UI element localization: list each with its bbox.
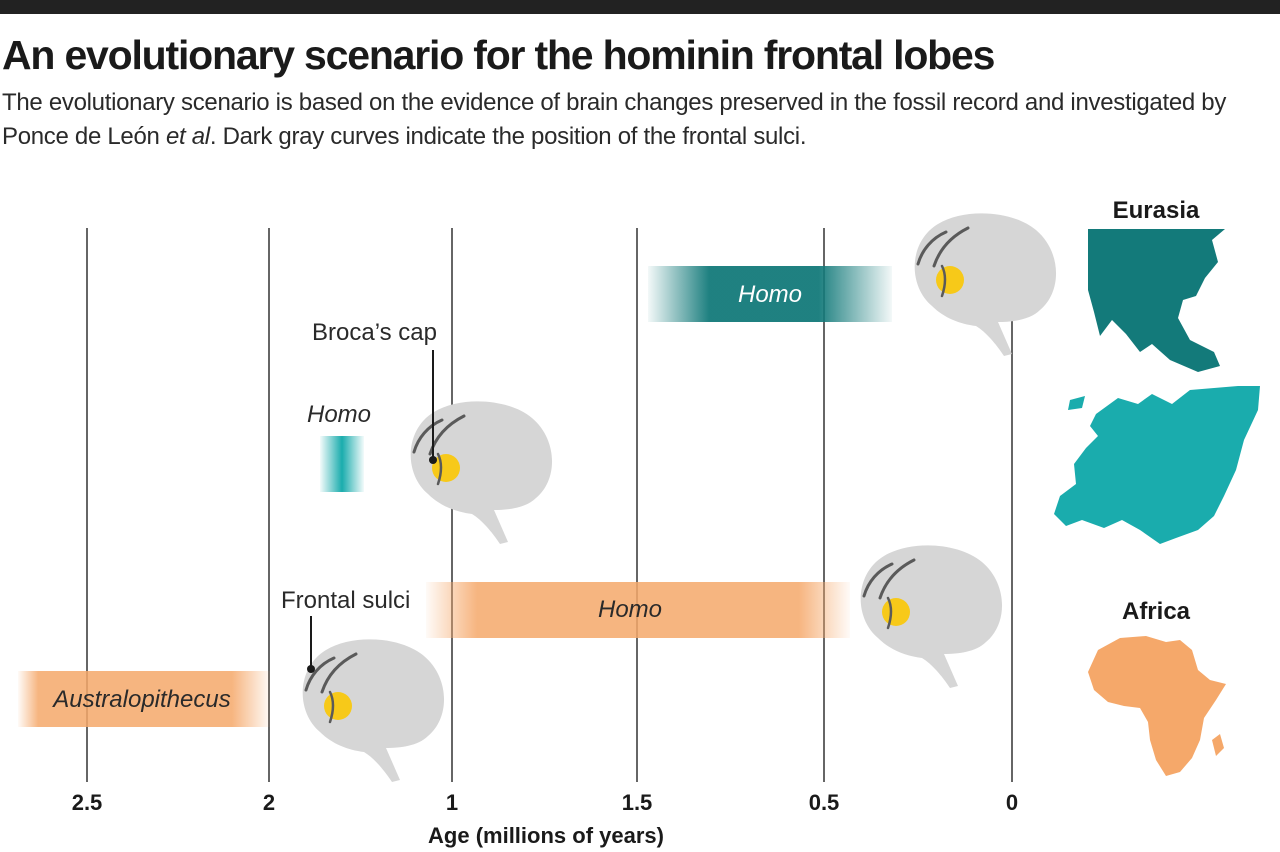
tick-label: 2 <box>263 790 275 815</box>
subtitle-text-end: . Dark gray curves indicate the position… <box>209 123 807 150</box>
subtitle-text: The evolutionary scenario is based on th… <box>2 89 1227 150</box>
region-label-eurasia: Eurasia <box>1113 197 1200 224</box>
axis-title: Age (millions of years) <box>428 823 664 848</box>
bar-homo-eurasia <box>648 266 892 322</box>
tick-label: 0.5 <box>809 790 840 815</box>
bar-label-homo-eurasia-early: Homo <box>307 401 371 428</box>
bar-homo-africa <box>426 582 850 638</box>
bar-label-australopithecus: Australopithecus <box>51 686 230 713</box>
bar-homo-eurasia-early <box>320 436 364 492</box>
tick-label: 2.5 <box>72 790 103 815</box>
tick-label: 1.5 <box>622 790 653 815</box>
map-europe-icon <box>1054 386 1260 544</box>
callout-dot-frontal-sulci <box>307 665 315 673</box>
page-title: An evolutionary scenario for the hominin… <box>2 32 995 78</box>
tick-label: 0 <box>1006 790 1018 815</box>
map-asia-icon <box>1088 229 1225 372</box>
callout-dot-brocas-cap <box>429 456 437 464</box>
x-axis: 2.5 2 1 1.5 0.5 0 Age (millions of years… <box>72 790 1018 848</box>
top-bar <box>0 0 1280 14</box>
brain-homo-eurasia <box>913 211 1058 358</box>
bar-australopithecus <box>18 671 270 727</box>
bar-label-homo-africa: Homo <box>598 596 662 623</box>
tick-label: 1 <box>446 790 458 815</box>
map-africa-icon <box>1088 636 1226 776</box>
callout-frontal-sulci: Frontal sulci <box>281 587 410 614</box>
callout-brocas-cap: Broca’s cap <box>312 319 437 346</box>
brain-homo-early <box>409 399 554 546</box>
subtitle-italic: et al <box>165 123 210 150</box>
region-label-africa: Africa <box>1122 598 1191 625</box>
bar-label-homo-eurasia: Homo <box>738 281 802 308</box>
brain-australopithecus <box>301 637 446 784</box>
brain-homo-africa <box>859 543 1004 690</box>
subtitle: The evolutionary scenario is based on th… <box>2 86 1242 154</box>
